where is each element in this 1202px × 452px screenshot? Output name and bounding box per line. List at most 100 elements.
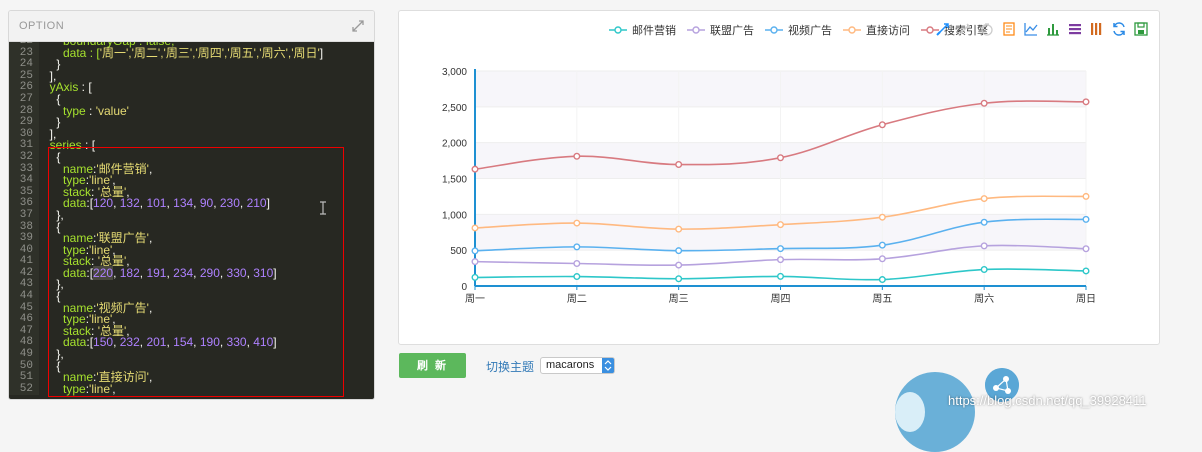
code-token: data (43, 196, 87, 211)
mark-clear-icon[interactable] (979, 21, 995, 37)
code-token: , (246, 335, 254, 350)
option-editor-panel: OPTION 22 boundaryGap : false,23 data : … (8, 10, 375, 400)
data-point (777, 245, 785, 253)
line-number: 45 (9, 302, 39, 315)
line-chart-icon[interactable] (1023, 21, 1039, 37)
data-point (878, 241, 886, 249)
code-text: { (39, 358, 61, 373)
legend-item[interactable]: 直接访问 (843, 22, 910, 38)
mark-undo-icon[interactable] (957, 21, 973, 37)
line-number: 26 (9, 82, 39, 94)
mark-icon-glyph (936, 23, 949, 36)
code-token: , (239, 196, 247, 211)
line-number: 41 (9, 256, 39, 268)
line-number: 23 (9, 47, 39, 60)
data-view-icon-glyph (1003, 22, 1015, 36)
code-line: 41 stack: '总量', (9, 254, 374, 269)
mark-icon[interactable] (935, 21, 951, 37)
code-line: 45 name:'视频广告', (9, 300, 374, 315)
data-view-icon[interactable] (1001, 21, 1017, 37)
code-token: : [ (78, 80, 92, 95)
tiled-icon[interactable] (1089, 21, 1105, 37)
line-number: 38 (9, 221, 39, 234)
code-token: name (43, 161, 94, 176)
line-chart: 0 500 1,000 1,500 2,000 2,500 3,000 周一 周二 周三 周四 周五 周… (442, 67, 1096, 305)
y-tick-label: 500 (450, 246, 467, 257)
code-token: , (139, 335, 147, 350)
line-number: 51 (9, 372, 39, 384)
code-line: 25 ], (9, 68, 374, 83)
data-point (471, 247, 479, 255)
code-text: boundaryGap : false, (39, 42, 174, 48)
code-token: name (43, 300, 94, 315)
data-point (980, 266, 988, 274)
code-token: :[ (86, 335, 94, 350)
code-token: : (93, 300, 97, 315)
data-point (675, 225, 683, 233)
code-token: stack (43, 254, 92, 269)
data-point (980, 218, 988, 226)
code-line: 31 series : [ (9, 139, 374, 152)
bar-chart-icon[interactable] (1045, 21, 1061, 37)
data-point (573, 219, 581, 227)
legend-item[interactable]: 视频广告 (765, 22, 832, 38)
line-number: 52 (9, 383, 39, 396)
code-token: :[ (86, 196, 94, 211)
code-text: name:'邮件营销', (39, 161, 153, 176)
stack-icon-glyph (1069, 24, 1081, 35)
data-point (573, 152, 581, 160)
code-text: yAxis : [ (39, 80, 92, 95)
code-token: 220 (93, 265, 114, 280)
code-token: '视频广告' (96, 300, 149, 315)
code-token: , (112, 381, 116, 396)
line-number: 44 (9, 290, 39, 303)
code-token: ], (43, 126, 57, 141)
code-token: data (43, 265, 87, 280)
code-token: ], (43, 68, 57, 83)
save-image-icon[interactable] (1133, 21, 1149, 37)
code-token: '联盟广告' (96, 231, 149, 246)
chart-panel: 0 500 1,000 1,500 2,000 2,500 3,000 周一 周二 周三 周四 周五 周… (398, 10, 1160, 345)
code-line: 23 data : ['周一','周二','周三','周四','周五','周六'… (9, 45, 374, 60)
code-token: ] (319, 45, 324, 60)
code-token: 191 (146, 265, 167, 280)
code-line: 46 type:'line', (9, 312, 374, 327)
code-editor[interactable]: 22 boundaryGap : false,23 data : ['周一','… (9, 42, 374, 399)
code-line: 47 stack: '总量', (9, 323, 374, 338)
expand-icon[interactable] (352, 20, 364, 32)
code-token: 201 (146, 335, 167, 350)
theme-select[interactable]: macarons (540, 357, 615, 374)
legend-item[interactable]: 邮件营销 (609, 22, 676, 38)
code-token: type (43, 312, 86, 327)
code-text: name:'联盟广告', (39, 231, 152, 246)
code-text: type:'line', (39, 381, 116, 396)
legend-item[interactable]: 搜索引擎 (921, 22, 988, 38)
watermark: https://blog.csdn.net/qq_39928411 (948, 393, 1147, 408)
share-icon[interactable] (985, 368, 1019, 402)
restore-icon[interactable] (1111, 21, 1127, 37)
refresh-button[interactable]: 刷 新 (399, 353, 466, 378)
code-token: } (43, 115, 61, 130)
chart-legend: 邮件营销 联盟广告 视频广告 直接访问 搜索引擎 (609, 23, 999, 37)
line-number: 35 (9, 186, 39, 199)
code-token: , (148, 161, 153, 176)
code-token: : (85, 381, 90, 396)
code-line: 29 } (9, 115, 374, 130)
line-number: 36 (9, 198, 39, 210)
code-token: : (93, 161, 97, 176)
data-point (573, 243, 581, 251)
code-token: , (112, 242, 116, 257)
legend-label: 联盟广告 (710, 25, 754, 37)
code-token: '总量' (97, 323, 127, 338)
code-token: '总量' (97, 254, 127, 269)
y-tick-label: 3,000 (442, 67, 467, 78)
legend-item[interactable]: 联盟广告 (687, 22, 754, 38)
data-point (573, 259, 581, 267)
data-point (878, 121, 886, 129)
code-token: '周一','周二','周三','周四','周五','周六','周日' (99, 45, 320, 60)
code-line: 37 }, (9, 209, 374, 222)
code-token: 330 (226, 335, 247, 350)
code-token: { (43, 358, 61, 373)
stack-icon[interactable] (1067, 21, 1083, 37)
code-text: stack: '总量', (39, 254, 130, 269)
